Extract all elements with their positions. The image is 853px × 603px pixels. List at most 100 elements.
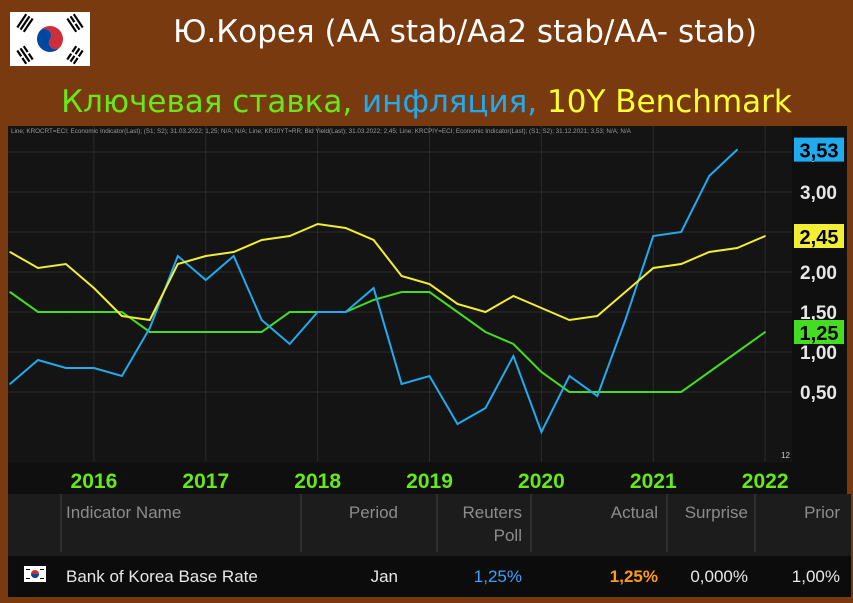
header-surprise: Surprise	[684, 503, 748, 522]
data-point-bond	[428, 283, 431, 285]
data-point-bond	[9, 251, 11, 253]
data-point-rate	[652, 391, 655, 393]
south-korea-flag-icon	[10, 12, 90, 66]
data-point-cpi	[9, 383, 11, 385]
data-point-cpi	[540, 431, 543, 433]
chart-title: Ю.Корея (AA stab/Aa2 stab/AA- stab)	[172, 14, 758, 50]
last-value-badge-cpi	[794, 137, 844, 162]
y-tick-label: 0,50	[800, 383, 837, 404]
data-point-bond	[260, 239, 263, 241]
data-point-cpi	[652, 235, 655, 237]
data-point-rate	[512, 343, 515, 345]
data-point-rate	[456, 311, 459, 313]
x-axis-band	[8, 462, 792, 494]
header-reuters-poll-line2: Poll	[493, 526, 522, 545]
data-point-bond	[708, 251, 711, 253]
south-korea-flag-small-icon	[24, 566, 46, 582]
data-point-rate	[177, 331, 179, 333]
data-point-cpi	[400, 383, 403, 385]
y-tick-label: 3,00	[800, 183, 837, 204]
header-period: Period	[348, 503, 398, 522]
data-point-rate	[372, 299, 375, 301]
last-value-badge-rate	[794, 320, 844, 344]
data-point-bond	[736, 247, 738, 249]
table-divider	[60, 494, 62, 552]
data-point-cpi	[344, 311, 347, 313]
y-tick-label: 1,00	[800, 343, 837, 364]
data-point-rate	[736, 351, 738, 353]
x-tick-label: 2018	[294, 470, 341, 493]
data-point-bond	[484, 311, 487, 313]
header-reuters-poll-line1: Reuters	[462, 503, 522, 522]
data-point-cpi	[204, 279, 207, 281]
table-divider	[530, 494, 532, 552]
data-point-bond	[288, 235, 291, 237]
x-tick-label: 2022	[742, 470, 789, 493]
data-point-rate	[9, 291, 11, 293]
data-point-rate	[204, 331, 207, 333]
data-point-rate	[484, 331, 487, 333]
data-point-cpi	[680, 231, 683, 233]
data-point-bond	[680, 263, 683, 265]
data-point-cpi	[260, 319, 263, 321]
data-point-rate	[680, 391, 683, 393]
data-point-bond	[316, 223, 319, 225]
data-point-cpi	[736, 148, 738, 151]
data-point-bond	[177, 263, 179, 265]
cell-reuters-poll: 1,25%	[473, 567, 522, 586]
data-point-bond	[65, 263, 67, 265]
series-line-bond	[9, 222, 766, 322]
header-prior: Prior	[804, 503, 840, 522]
x-tick-label: 2021	[630, 470, 677, 493]
data-point-cpi	[288, 343, 291, 345]
data-point-bond	[204, 255, 207, 257]
subtitle-inflation: инфляция,	[362, 84, 548, 120]
data-point-bond	[93, 287, 95, 289]
cell-actual: 1,25%	[609, 567, 658, 586]
legend-text: Line; KROCRT=ECI; Economic Indicator(Las…	[11, 128, 632, 135]
data-point-bond	[540, 307, 543, 309]
data-point-bond	[596, 315, 599, 317]
data-point-rate	[708, 371, 711, 373]
data-point-cpi	[372, 287, 375, 289]
data-point-rate	[568, 391, 571, 393]
data-point-cpi	[65, 367, 67, 369]
data-point-cpi	[232, 255, 235, 257]
data-point-rate	[400, 291, 403, 293]
data-point-bond	[400, 275, 403, 277]
data-point-rate	[93, 311, 95, 313]
data-point-bond	[764, 235, 766, 237]
data-point-rate	[428, 291, 431, 293]
data-point-cpi	[596, 395, 599, 397]
data-point-bond	[512, 295, 515, 297]
data-point-rate	[149, 331, 151, 333]
data-point-rate	[37, 311, 39, 313]
data-point-cpi	[177, 255, 179, 257]
cell-indicator-name: Bank of Korea Base Rate	[66, 567, 258, 586]
data-point-cpi	[93, 367, 95, 369]
cell-period: Jan	[370, 567, 398, 586]
data-point-cpi	[568, 375, 571, 377]
data-point-cpi	[149, 327, 151, 329]
subtitle-benchmark: 10Y Benchmark	[547, 84, 792, 120]
data-point-cpi	[512, 355, 515, 357]
subtitle-key-rate: Ключевая ставка,	[61, 84, 363, 120]
header-indicator-name: Indicator Name	[66, 503, 182, 522]
plot-area	[8, 126, 792, 462]
data-point-bond	[652, 267, 655, 269]
data-point-cpi	[456, 423, 459, 425]
table-divider	[300, 494, 302, 552]
data-point-cpi	[484, 407, 487, 409]
data-point-rate	[624, 391, 627, 393]
subtitle-bar: Ключевая ставка, инфляция, 10Y Benchmark	[0, 80, 853, 128]
data-point-rate	[288, 311, 291, 313]
data-point-bond	[121, 315, 123, 317]
data-point-bond	[149, 319, 151, 321]
y-tick-label: 2,00	[800, 263, 837, 284]
y-tick-label: 1,50	[800, 303, 837, 324]
data-point-rate	[540, 371, 543, 373]
data-point-rate	[65, 311, 67, 313]
table-row[interactable]: Bank of Korea Base Rate Jan 1,25% 1,25% …	[8, 556, 851, 597]
data-point-bond	[568, 319, 571, 321]
data-point-bond	[624, 291, 627, 293]
